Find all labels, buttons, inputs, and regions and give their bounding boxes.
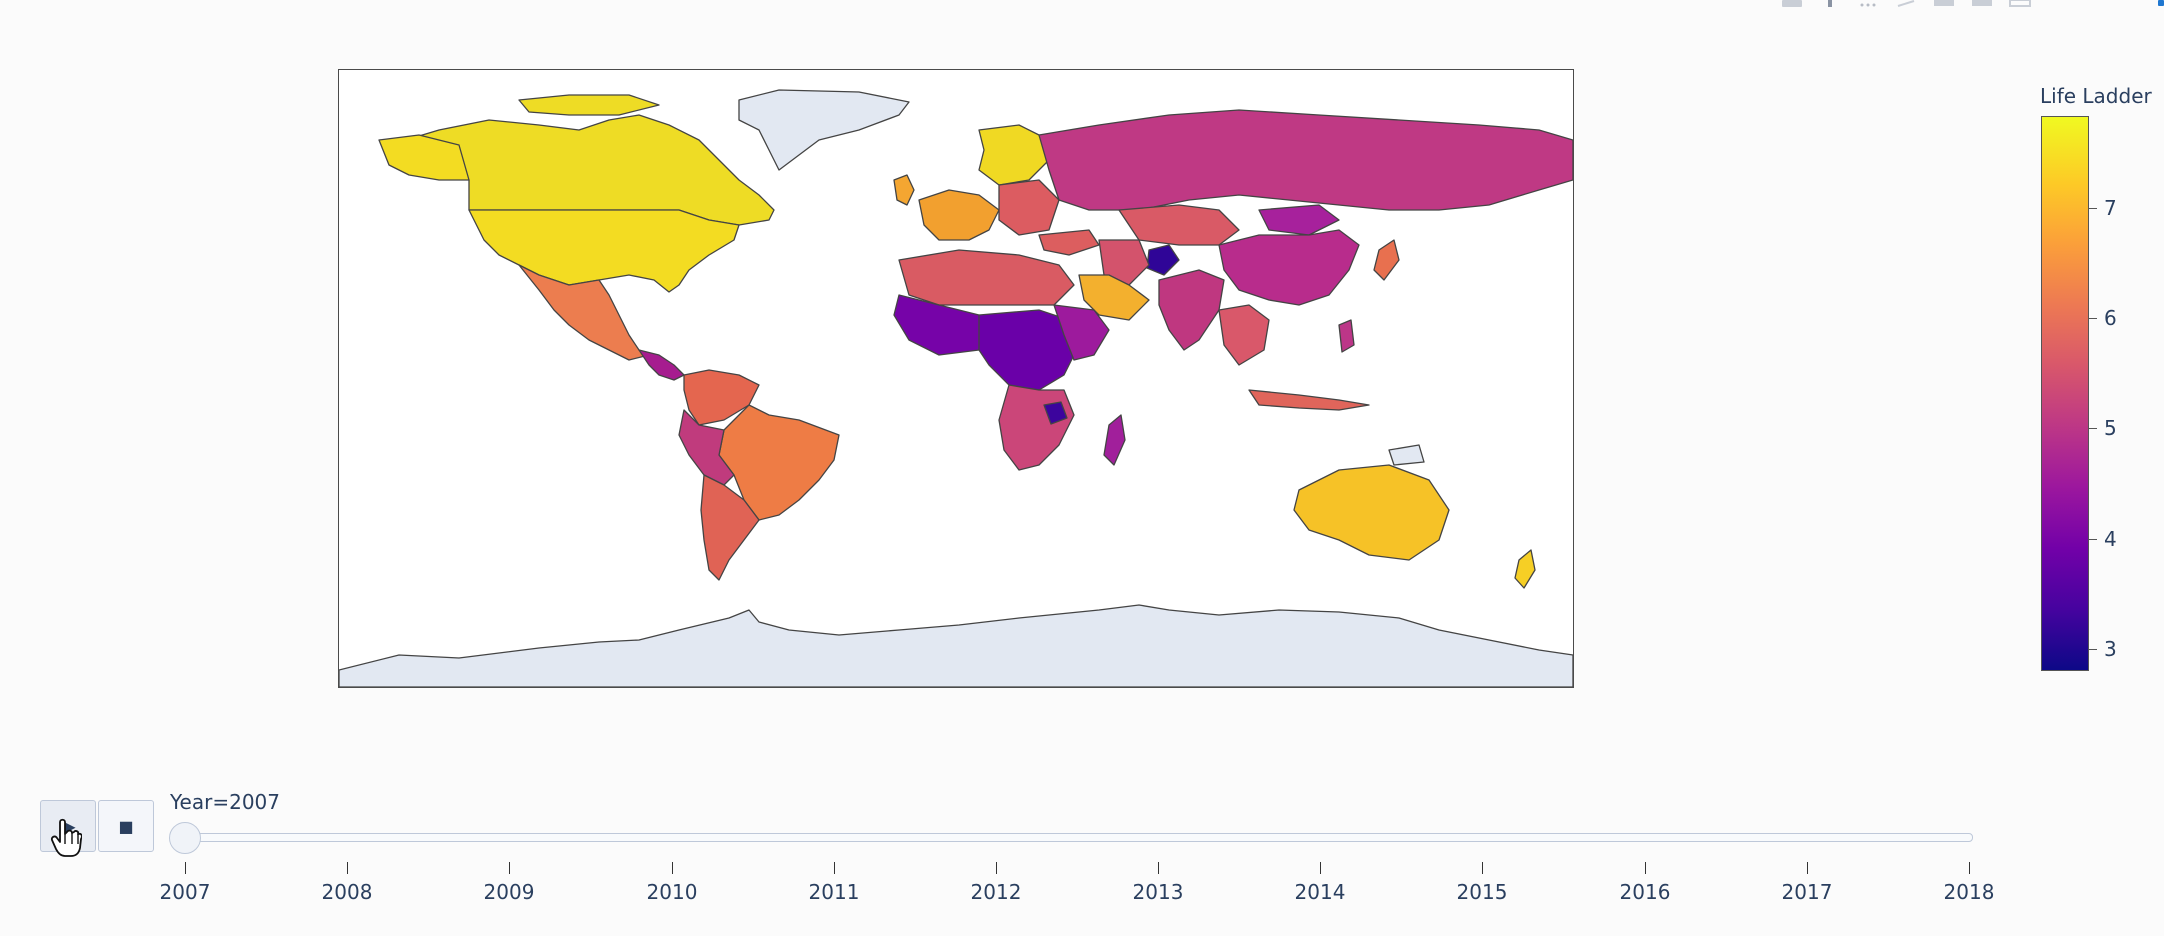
country-canada-islands[interactable]: [518, 94, 660, 116]
country-canada[interactable]: [388, 114, 775, 226]
country-afghanistan[interactable]: [1146, 244, 1180, 276]
country-japan[interactable]: [1373, 239, 1400, 281]
slider-step-2007[interactable]: 2007: [159, 880, 211, 904]
colorbar-tick-mark: [2089, 208, 2097, 209]
country-china[interactable]: [1218, 229, 1360, 306]
slider-step-2013[interactable]: 2013: [1132, 880, 1184, 904]
colorbar-tick-label: 4: [2104, 527, 2117, 551]
slider-step-2017[interactable]: 2017: [1781, 880, 1833, 904]
world-map-svg: [339, 89, 1573, 687]
colorbar-tick-mark: [2089, 539, 2097, 540]
colorbar-tick-label: 3: [2104, 637, 2117, 661]
colorbar-tick-label: 5: [2104, 416, 2117, 440]
colorbar-tick-mark: [2089, 649, 2097, 650]
slider-step-2011[interactable]: 2011: [808, 880, 860, 904]
country-eastern-europe[interactable]: [998, 179, 1060, 236]
slider-tick-mark: [1969, 862, 1970, 874]
country-australia[interactable]: [1293, 464, 1450, 561]
slider-tick-mark: [834, 862, 835, 874]
colorbar-title: Life Ladder: [2040, 84, 2152, 108]
colorbar: [2041, 116, 2089, 671]
slider-current-value: Year=2007: [170, 790, 280, 814]
slider-tick-mark: [509, 862, 510, 874]
world-map[interactable]: [338, 69, 1574, 688]
country-iran[interactable]: [1098, 239, 1150, 286]
slider-tick-mark: [1482, 862, 1483, 874]
slider-tick-mark: [347, 862, 348, 874]
country-north-africa[interactable]: [898, 249, 1075, 306]
slider-rail[interactable]: [170, 833, 1973, 842]
slider-step-2014[interactable]: 2014: [1294, 880, 1346, 904]
country-central-america[interactable]: [638, 349, 685, 381]
country-russia[interactable]: [1038, 109, 1573, 211]
colorbar-tick-label: 6: [2104, 306, 2117, 330]
pan-icon[interactable]: [1856, 0, 1880, 8]
slider-step-2009[interactable]: 2009: [483, 880, 535, 904]
country-new-zealand[interactable]: [1514, 549, 1536, 589]
slider-tick-mark: [1645, 862, 1646, 874]
slider-step-2015[interactable]: 2015: [1456, 880, 1508, 904]
colorbar-tick-mark: [2089, 428, 2097, 429]
country-peru-bolivia[interactable]: [678, 409, 735, 486]
autoscale-icon[interactable]: [2008, 0, 2032, 8]
play-button[interactable]: ▶: [40, 800, 96, 852]
slider-tick-mark: [185, 862, 186, 874]
country-greenland[interactable]: [738, 89, 910, 171]
country-central-africa[interactable]: [978, 309, 1080, 391]
zoom-out-icon[interactable]: [1970, 0, 1994, 8]
slider-tick-mark: [1158, 862, 1159, 874]
country-argentina-chile[interactable]: [700, 474, 760, 581]
colorbar-tick-mark: [2089, 318, 2097, 319]
slider-tick-mark: [1320, 862, 1321, 874]
country-antarctica[interactable]: [339, 604, 1573, 687]
zoom-in-icon[interactable]: [1932, 0, 1956, 8]
slider-step-2012[interactable]: 2012: [970, 880, 1022, 904]
select-icon[interactable]: [1894, 0, 1918, 8]
country-saudi-arabia[interactable]: [1078, 274, 1150, 321]
country-indonesia[interactable]: [1248, 389, 1370, 411]
camera-icon[interactable]: [1780, 0, 1804, 8]
country-turkey[interactable]: [1038, 229, 1100, 256]
slider-tick-mark: [996, 862, 997, 874]
stop-icon: ■: [118, 816, 134, 836]
country-mongolia[interactable]: [1258, 204, 1340, 236]
slider-step-2016[interactable]: 2016: [1619, 880, 1671, 904]
country-nordics[interactable]: [978, 124, 1050, 186]
slider-tick-mark: [672, 862, 673, 874]
slider-step-2008[interactable]: 2008: [321, 880, 373, 904]
country-southern-africa[interactable]: [998, 384, 1075, 471]
slider-step-2018[interactable]: 2018: [1943, 880, 1995, 904]
country-southeast-asia[interactable]: [1218, 304, 1270, 366]
slider-step-2010[interactable]: 2010: [646, 880, 698, 904]
zoom-icon[interactable]: [1818, 0, 1842, 8]
colorbar-tick-label: 7: [2104, 196, 2117, 220]
country-western-europe[interactable]: [918, 189, 1000, 241]
slider-tick-mark: [1807, 862, 1808, 874]
country-philippines[interactable]: [1338, 319, 1355, 353]
stop-button[interactable]: ■: [98, 800, 154, 852]
country-papua[interactable]: [1388, 444, 1425, 466]
country-usa[interactable]: [468, 209, 740, 293]
country-zimbabwe[interactable]: [1043, 401, 1068, 425]
modebar: [1780, 0, 2164, 10]
slider-thumb[interactable]: [169, 822, 201, 854]
country-colombia-venezuela[interactable]: [683, 369, 760, 426]
country-uk[interactable]: [893, 174, 915, 206]
country-usa-alaska[interactable]: [378, 134, 470, 181]
plotly-logo-icon[interactable]: [2158, 0, 2164, 6]
country-kazakhstan[interactable]: [1118, 204, 1240, 246]
country-east-africa[interactable]: [1053, 304, 1110, 361]
play-icon: ▶: [60, 814, 76, 838]
country-madagascar[interactable]: [1103, 414, 1126, 466]
country-india[interactable]: [1158, 269, 1225, 351]
